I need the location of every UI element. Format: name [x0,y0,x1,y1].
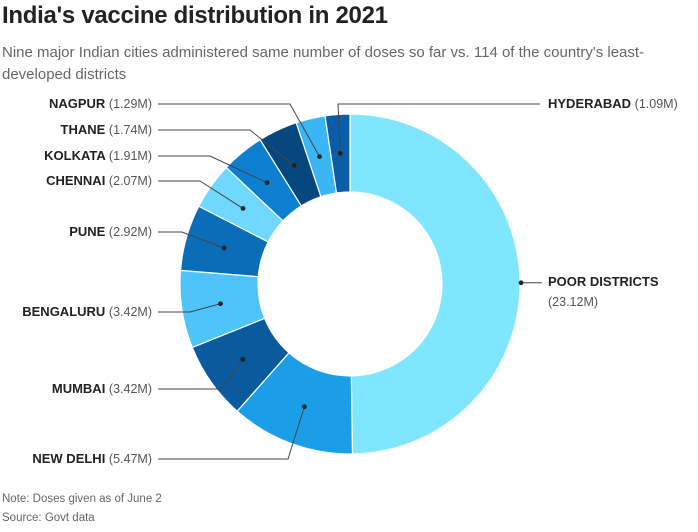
slice-label-pune: PUNE (2.92M) [69,224,152,239]
slice-hyderabad [324,113,351,194]
leader-line-new-delhi [158,406,305,460]
leader-dot-chennai [240,206,246,211]
leader-line-hyderabad [337,103,540,154]
leader-line-bengaluru [158,303,221,313]
leader-line-nagpur [158,103,320,157]
chart-title: India's vaccine distribution in 2021 [2,2,388,29]
leader-dot-poor-districts [518,280,524,286]
slice-value-poor-districts: (23.12M) [548,295,598,309]
slice-label-new-delhi: NEW DELHI (5.47M) [32,451,152,466]
slice-label-mumbai: MUMBAI (3.42M) [52,381,152,396]
slice-label-thane: THANE (1.74M) [61,122,152,137]
leader-dot-bengaluru [218,301,223,307]
chart-subtitle: Nine major Indian cities administered sa… [2,44,645,83]
leader-dot-pune [221,245,227,251]
slice-poor-districts [349,113,521,455]
slice-label-nagpur: NAGPUR (1.29M) [49,96,152,111]
slice-label-hyderabad: HYDERABAD (1.09M) [548,96,678,111]
leader-dot-nagpur [317,154,322,159]
chart-source: Source: Govt data [2,512,95,524]
leader-dot-hyderabad [337,150,343,156]
leader-line-thane [158,129,295,166]
chart-note: Note: Doses given as of June 2 [2,493,162,505]
leader-dot-new-delhi [301,404,307,410]
leader-line-pune [158,231,225,249]
leader-dot-thane [291,163,297,168]
leader-dot-mumbai [240,357,246,362]
leader-line-mumbai [158,359,244,390]
leader-line-kolkata [158,155,268,184]
leader-dot-kolkata [264,180,270,186]
slice-label-poor-districts: POOR DISTRICTS [548,274,659,289]
slice-label-bengaluru: BENGALURU (3.42M) [22,304,152,319]
slice-label-kolkata: KOLKATA (1.91M) [44,148,152,163]
leader-line-chennai [158,180,244,209]
slice-label-chennai: CHENNAI (2.07M) [46,173,152,188]
